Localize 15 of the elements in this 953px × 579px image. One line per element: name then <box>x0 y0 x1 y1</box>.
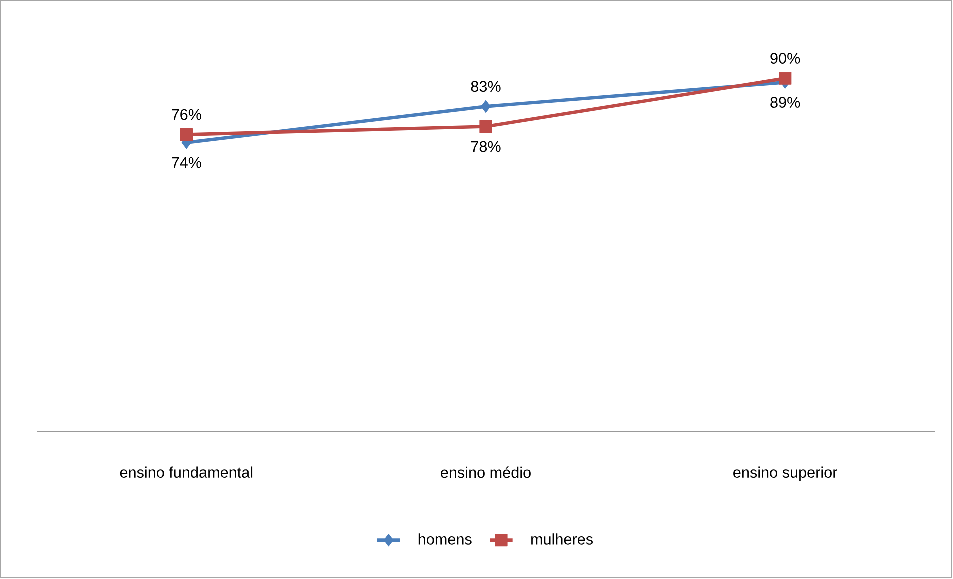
point <box>481 100 491 113</box>
legend-label: homens <box>418 534 472 545</box>
data-label: 83% <box>471 81 501 92</box>
x-tick-label: ensino médio <box>441 466 531 478</box>
data-label: 90% <box>770 53 800 64</box>
point <box>180 128 194 142</box>
point <box>779 72 792 85</box>
point <box>480 120 492 134</box>
legend-label: mulheres <box>532 534 593 545</box>
data-label: 74% <box>172 157 202 168</box>
x-tick-label: ensino fundamental <box>120 466 253 478</box>
data-label: 78% <box>471 141 501 152</box>
x-tick-label: ensino superior <box>734 466 838 481</box>
data-label: 76% <box>172 109 202 120</box>
data-label: 89% <box>770 97 800 108</box>
